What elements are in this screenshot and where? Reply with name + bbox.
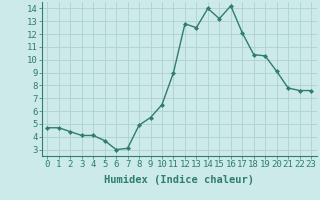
X-axis label: Humidex (Indice chaleur): Humidex (Indice chaleur) <box>104 175 254 185</box>
